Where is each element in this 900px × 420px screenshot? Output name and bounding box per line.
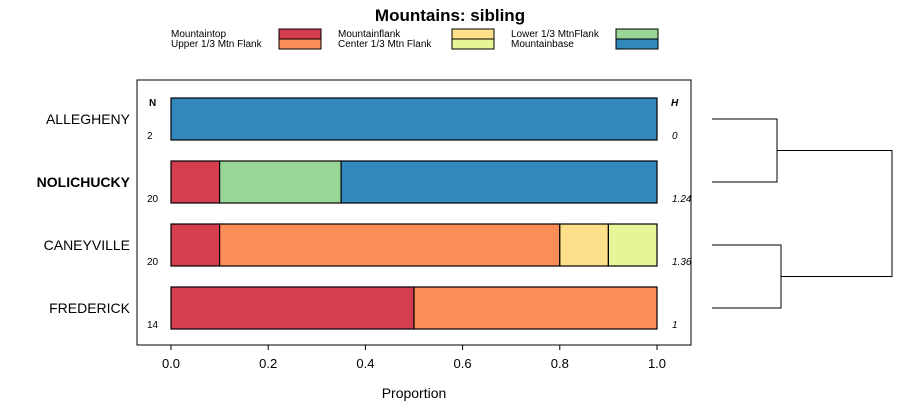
category-label-nolichucky: NOLICHUCKY [37,174,131,190]
category-label-caneyville: CANEYVILLE [44,237,130,253]
n-value-caneyville: 20 [147,257,159,268]
n-value-nolichucky: 20 [147,194,159,205]
x-axis-label: Proportion [382,385,447,401]
dendrogram-branch-upper [712,118,778,183]
legend-label-mountaintop: Mountaintop [171,29,226,40]
bar-nolichucky-mountaintop [170,160,221,204]
x-tick-label: 0.2 [259,356,277,371]
bar-nolichucky-lower-1-3-mtnflank [219,160,342,204]
x-tick-label: 0.8 [551,356,569,371]
bar-allegheny-mountainbase [170,97,658,141]
bar-caneyville-mountaintop [170,223,221,267]
legend-swatch-mountainbase [615,38,659,50]
legend-label-mountainflank: Mountainflank [338,29,401,40]
bar-caneyville-upper-1-3-mtn-flank [219,223,561,267]
legend-swatch-upper-1-3-mtn-flank [278,38,322,50]
h-header: H [671,98,679,109]
bar-caneyville-center-1-3-mtn-flank [607,223,658,267]
legend-swatch-mountaintop [278,28,322,40]
legend-swatch-lower-1-3-mtnflank [615,28,659,40]
legend-label-upper-1-3-mtn-flank: Upper 1/3 Mtn Flank [171,39,263,50]
x-axis: 0.0 0.2 0.4 0.6 0.8 1.0 [162,345,666,371]
n-header: N [149,98,156,109]
plot-frame [136,79,692,346]
bar-nolichucky-mountainbase [340,160,658,204]
x-tick-label: 0.6 [454,356,472,371]
bars [170,97,658,330]
legend-label-mountainbase: Mountainbase [511,39,574,50]
bar-frederick-mountaintop [170,286,415,330]
chart-title: Mountains: sibling [375,6,525,25]
category-label-frederick: FREDERICK [49,300,131,316]
x-tick-label: 0.4 [356,356,374,371]
legend-swatch-mountainflank [451,28,495,40]
n-value-allegheny: 2 [147,131,153,142]
n-value-frederick: 14 [147,320,159,331]
x-tick-label: 0.0 [162,356,180,371]
h-value-frederick: 1 [672,320,678,331]
legend-label-lower-1-3-mtnflank: Lower 1/3 MtnFlank [511,29,600,40]
x-tick-label: 1.0 [648,356,666,371]
dendrogram-branch-lower [712,244,782,309]
h-value-nolichucky: 1.24 [672,194,692,205]
h-value-caneyville: 1.36 [672,257,692,268]
dendrogram [712,118,893,309]
legend-swatch-center-1-3-mtn-flank [451,38,495,50]
bar-caneyville-mountainflank [559,223,609,267]
h-value-allegheny: 0 [672,131,678,142]
legend-label-center-1-3-mtn-flank: Center 1/3 Mtn Flank [338,39,432,50]
bar-frederick-upper-1-3-mtn-flank [413,286,658,330]
dendrogram-root [777,150,893,277]
category-label-allegheny: ALLEGHENY [46,111,131,127]
